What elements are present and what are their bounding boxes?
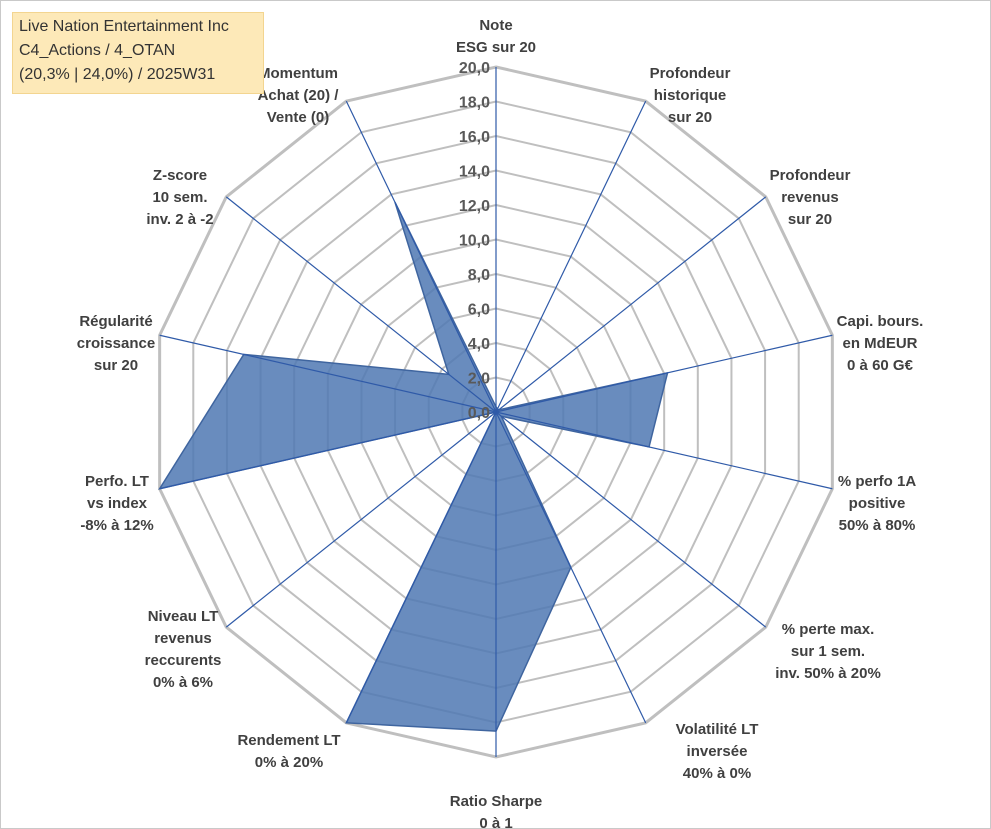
- axis-spoke: [225, 196, 497, 413]
- info-box: Live Nation Entertainment Inc C4_Actions…: [12, 12, 264, 94]
- axis-label: Profondeur historique sur 20: [650, 65, 731, 126]
- info-category: C4_Actions / 4_OTAN: [19, 42, 176, 59]
- axis-label: % perfo 1A positive 50% à 80%: [838, 473, 917, 534]
- axis-label-line: sur 20: [94, 357, 138, 374]
- axis-spoke: [495, 411, 647, 724]
- tick-label: 16,0: [459, 129, 490, 146]
- axis-label-line: Niveau LT: [148, 608, 219, 625]
- axis-spoke: [495, 100, 647, 413]
- axis-label-line: croissance: [77, 335, 155, 352]
- axis-label: Niveau LT revenus reccurents 0% à 6%: [145, 608, 222, 691]
- axis-label-line: 0 à 60 G€: [847, 357, 914, 374]
- axis-label: Régularité croissance sur 20: [77, 313, 155, 374]
- axis-label-line: Vente (0): [267, 109, 330, 126]
- axis-label: % perte max. sur 1 sem. inv. 50% à 20%: [775, 621, 881, 682]
- axis-spoke: [345, 100, 497, 413]
- axis-spoke: [495, 196, 767, 413]
- axis-label: Note ESG sur 20: [456, 17, 536, 56]
- axis-spoke: [159, 411, 497, 490]
- axis-label-line: Note: [479, 17, 512, 34]
- series-layer: [158, 201, 669, 732]
- tick-label: 12,0: [459, 198, 490, 215]
- axis-label-line: 10 sem.: [152, 189, 207, 206]
- axis-label: Momentum Achat (20) / Vente (0): [258, 65, 340, 126]
- axis-label-line: Z-score: [153, 167, 207, 184]
- axis-label-layer: Note ESG sur 20 Profondeur historique sur 20…: [77, 17, 924, 829]
- axis-spoke: [345, 411, 497, 724]
- axis-label-line: inversée: [687, 743, 748, 760]
- tick-label: 14,0: [459, 164, 490, 181]
- spoke-layer: [159, 67, 833, 757]
- axis-label: Profondeur revenus sur 20: [770, 167, 851, 228]
- tick-label: 2,0: [468, 371, 490, 388]
- axis-spoke: [495, 334, 833, 413]
- axis-label-line: 0% à 6%: [153, 674, 213, 691]
- axis-spoke: [495, 411, 767, 628]
- axis-label-line: en MdEUR: [843, 335, 918, 352]
- tick-label: 18,0: [459, 95, 490, 112]
- axis-label-line: Perfo. LT: [85, 473, 149, 490]
- axis-label: Capi. bours. en MdEUR 0 à 60 G€: [837, 313, 924, 374]
- axis-label-line: revenus: [781, 189, 839, 206]
- axis-label-line: Profondeur: [770, 167, 851, 184]
- axis-label-line: historique: [654, 87, 727, 104]
- axis-label-line: 0 à 1: [479, 815, 512, 829]
- tick-layer: 0,0 2,0 4,0 6,0 8,0 10,0 12,0 14,0 16,0 18,0 20,0: [459, 60, 490, 422]
- tick-label: 4,0: [468, 336, 490, 353]
- axis-label-line: % perfo 1A: [838, 473, 917, 490]
- series-area: [158, 201, 669, 732]
- axis-label-line: -8% à 12%: [80, 517, 153, 534]
- axis-spoke: [225, 411, 497, 628]
- axis-label-line: Régularité: [79, 313, 152, 330]
- axis-label-line: Capi. bours.: [837, 313, 924, 330]
- axis-label-line: reccurents: [145, 652, 222, 669]
- tick-label: 6,0: [468, 302, 490, 319]
- tick-label: 0,0: [468, 405, 490, 422]
- axis-label-line: Rendement LT: [237, 732, 340, 749]
- axis-label-line: sur 1 sem.: [791, 643, 865, 660]
- axis-label-line: Achat (20) /: [258, 87, 340, 104]
- axis-label-line: % perte max.: [782, 621, 875, 638]
- axis-spoke: [495, 411, 833, 490]
- axis-label-line: Profondeur: [650, 65, 731, 82]
- axis-spoke: [159, 334, 497, 413]
- tick-label: 8,0: [468, 267, 490, 284]
- tick-label: 20,0: [459, 60, 490, 77]
- axis-label-line: ESG sur 20: [456, 39, 536, 56]
- tick-label: 10,0: [459, 233, 490, 250]
- axis-label-line: sur 20: [788, 211, 832, 228]
- axis-label-line: 40% à 0%: [683, 765, 751, 782]
- axis-label: Volatilité LT inversée 40% à 0%: [676, 721, 759, 782]
- info-company-name: Live Nation Entertainment Inc: [19, 18, 229, 35]
- axis-label-line: inv. 2 à -2: [146, 211, 213, 228]
- axis-label: Rendement LT 0% à 20%: [237, 732, 340, 771]
- axis-label: Perfo. LT vs index -8% à 12%: [80, 473, 153, 534]
- axis-label-line: 0% à 20%: [255, 754, 323, 771]
- axis-label-line: Ratio Sharpe: [450, 793, 543, 810]
- axis-label-line: sur 20: [668, 109, 712, 126]
- axis-label: Ratio Sharpe 0 à 1: [450, 793, 543, 829]
- axis-label-line: Volatilité LT: [676, 721, 759, 738]
- info-scores-week: (20,3% | 24,0%) / 2025W31: [19, 66, 216, 83]
- axis-label-line: Momentum: [258, 65, 338, 82]
- axis-label-line: positive: [849, 495, 906, 512]
- axis-label: Z-score 10 sem. inv. 2 à -2: [146, 167, 213, 228]
- axis-label-line: 50% à 80%: [839, 517, 916, 534]
- axis-label-line: inv. 50% à 20%: [775, 665, 881, 682]
- axis-label-line: revenus: [154, 630, 212, 647]
- axis-label-line: vs index: [87, 495, 148, 512]
